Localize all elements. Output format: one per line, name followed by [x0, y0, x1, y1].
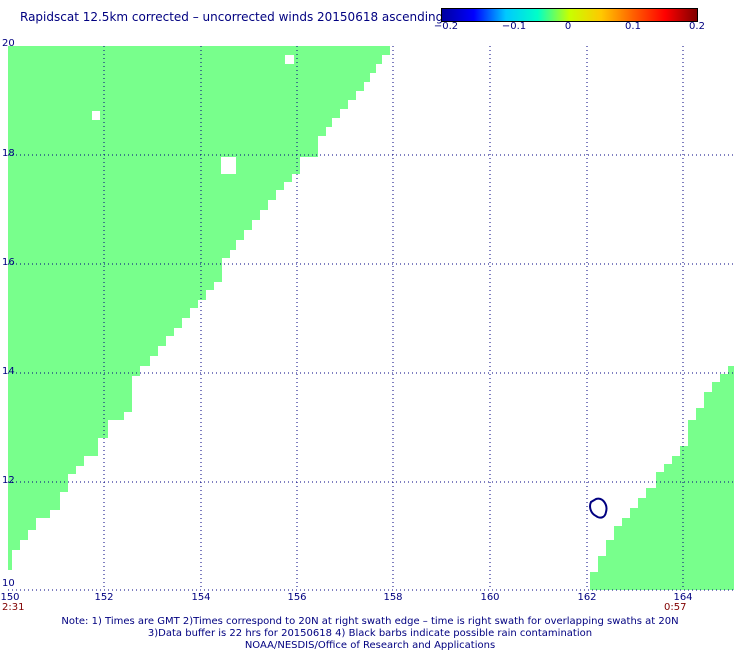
- data-gap: [221, 157, 236, 174]
- lat-tick-label: 14: [2, 366, 15, 377]
- lat-tick-label: 20: [2, 38, 15, 49]
- lat-tick-label: 10: [2, 578, 15, 589]
- footnote-credit: NOAA/NESDIS/Office of Research and Appli…: [0, 640, 740, 651]
- time-label-left: 2:31: [2, 602, 24, 613]
- footnote-line-1: Note: 1) Times are GMT 2)Times correspon…: [0, 616, 740, 627]
- swath-right: [590, 366, 734, 590]
- data-gap: [285, 55, 294, 64]
- lon-tick-label: 160: [480, 592, 499, 603]
- data-gap: [92, 111, 100, 120]
- time-label-right: 0:57: [664, 602, 686, 613]
- lon-tick-label: 156: [287, 592, 306, 603]
- rain-contamination-contour: [590, 499, 606, 518]
- lon-tick-label: 158: [383, 592, 402, 603]
- lon-tick-label: 154: [191, 592, 210, 603]
- lat-tick-label: 16: [2, 257, 15, 268]
- lon-tick-label: 162: [577, 592, 596, 603]
- lat-tick-label: 18: [2, 148, 15, 159]
- lat-tick-label: 12: [2, 475, 15, 486]
- swath-left: [8, 46, 390, 570]
- lon-tick-label: 152: [94, 592, 113, 603]
- footnote-line-2: 3)Data buffer is 22 hrs for 20150618 4) …: [0, 628, 740, 639]
